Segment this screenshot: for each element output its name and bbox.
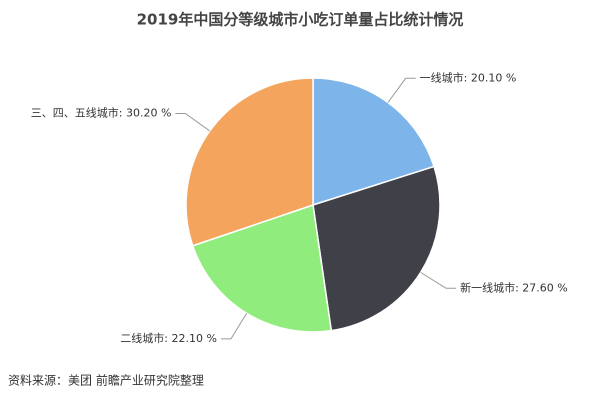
pie-slice — [191, 204, 333, 333]
leader-line — [175, 113, 211, 132]
data-label: 新一线城市: 27.60 % — [460, 280, 568, 294]
pie-slice — [312, 77, 435, 207]
data-label: 二线城市: 22.10 % — [120, 331, 217, 345]
data-label: 三、四、五线城市: 30.20 % — [31, 106, 172, 120]
chart-title: 2019年中国分等级城市小吃订单量占比统计情况 — [137, 11, 464, 29]
leader-line — [387, 77, 416, 103]
leader-line — [220, 313, 248, 340]
leader-line — [420, 271, 457, 289]
pie-slice — [185, 77, 314, 247]
data-label: 一线城市: 20.10 % — [420, 70, 517, 84]
source-note: 资料来源：美团 前瞻产业研究院整理 — [8, 373, 204, 388]
pie-slice — [312, 165, 441, 332]
